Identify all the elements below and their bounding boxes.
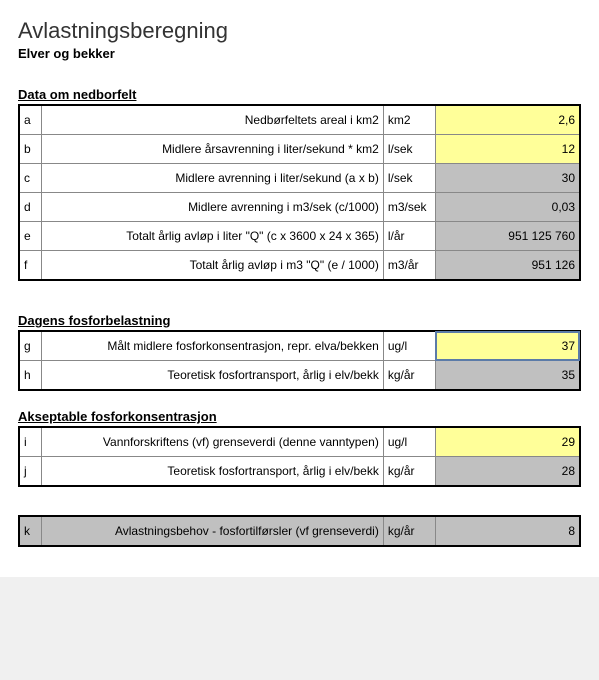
row-unit: l/år [383, 222, 435, 251]
row-label: Midlere avrenning i liter/sekund (a x b) [42, 164, 384, 193]
page-title: Avlastningsberegning [18, 18, 581, 44]
table-row: e Totalt årlig avløp i liter "Q" (c x 36… [19, 222, 580, 251]
row-label: Midlere avrenning i m3/sek (c/1000) [42, 193, 384, 222]
row-label: Totalt årlig avløp i m3 "Q" (e / 1000) [42, 251, 384, 281]
row-key: e [19, 222, 42, 251]
row-unit: kg/år [383, 457, 435, 487]
table-row: a Nedbørfeltets areal i km2 km2 2,6 [19, 105, 580, 135]
table-dagens: g Målt midlere fosforkonsentrasjon, repr… [18, 330, 581, 391]
row-label: Teoretisk fosfortransport, årlig i elv/b… [42, 457, 384, 487]
row-key: f [19, 251, 42, 281]
table-row: g Målt midlere fosforkonsentrasjon, repr… [19, 331, 580, 361]
table-nedborfelt: a Nedbørfeltets areal i km2 km2 2,6 b Mi… [18, 104, 581, 281]
row-value-input[interactable]: 2,6 [435, 105, 580, 135]
table-row: f Totalt årlig avløp i m3 "Q" (e / 1000)… [19, 251, 580, 281]
row-unit: m3/år [383, 251, 435, 281]
row-unit: l/sek [383, 135, 435, 164]
row-value-calc: 0,03 [435, 193, 580, 222]
row-unit: l/sek [383, 164, 435, 193]
row-value-calc: 28 [435, 457, 580, 487]
row-value-input[interactable]: 12 [435, 135, 580, 164]
table-row: c Midlere avrenning i liter/sekund (a x … [19, 164, 580, 193]
row-unit: ug/l [383, 427, 435, 457]
row-label: Nedbørfeltets areal i km2 [42, 105, 384, 135]
row-key: a [19, 105, 42, 135]
table-row: i Vannforskriftens (vf) grenseverdi (den… [19, 427, 580, 457]
row-key: k [19, 516, 42, 546]
table-akseptabel: i Vannforskriftens (vf) grenseverdi (den… [18, 426, 581, 487]
page-container: Avlastningsberegning Elver og bekker Dat… [0, 0, 599, 577]
section-title-akseptabel: Akseptable fosforkonsentrasjon [18, 409, 581, 424]
table-row: b Midlere årsavrenning i liter/sekund * … [19, 135, 580, 164]
row-key: c [19, 164, 42, 193]
row-value-calc: 951 125 760 [435, 222, 580, 251]
row-label: Teoretisk fosfortransport, årlig i elv/b… [42, 361, 384, 391]
table-resultat: k Avlastningsbehov - fosfortilførsler (v… [18, 515, 581, 547]
row-label: Totalt årlig avløp i liter "Q" (c x 3600… [42, 222, 384, 251]
row-key: j [19, 457, 42, 487]
row-unit: km2 [383, 105, 435, 135]
table-row: k Avlastningsbehov - fosfortilførsler (v… [19, 516, 580, 546]
row-key: i [19, 427, 42, 457]
row-value-calc: 30 [435, 164, 580, 193]
row-key: g [19, 331, 42, 361]
row-label: Vannforskriftens (vf) grenseverdi (denne… [42, 427, 384, 457]
row-label: Avlastningsbehov - fosfortilførsler (vf … [42, 516, 384, 546]
row-value-calc: 8 [435, 516, 580, 546]
row-unit: ug/l [383, 331, 435, 361]
row-label: Midlere årsavrenning i liter/sekund * km… [42, 135, 384, 164]
row-key: d [19, 193, 42, 222]
row-value-calc: 35 [435, 361, 580, 391]
row-value-calc: 951 126 [435, 251, 580, 281]
row-key: h [19, 361, 42, 391]
table-row: j Teoretisk fosfortransport, årlig i elv… [19, 457, 580, 487]
row-unit: kg/år [383, 361, 435, 391]
row-value-input[interactable]: 37 [435, 331, 580, 361]
table-row: d Midlere avrenning i m3/sek (c/1000) m3… [19, 193, 580, 222]
row-value-input[interactable]: 29 [435, 427, 580, 457]
table-row: h Teoretisk fosfortransport, årlig i elv… [19, 361, 580, 391]
row-key: b [19, 135, 42, 164]
section-title-nedborfelt: Data om nedborfelt [18, 87, 581, 102]
section-title-dagens: Dagens fosforbelastning [18, 313, 581, 328]
row-unit: kg/år [383, 516, 435, 546]
row-unit: m3/sek [383, 193, 435, 222]
row-label: Målt midlere fosforkonsentrasjon, repr. … [42, 331, 384, 361]
page-subtitle: Elver og bekker [18, 46, 581, 61]
